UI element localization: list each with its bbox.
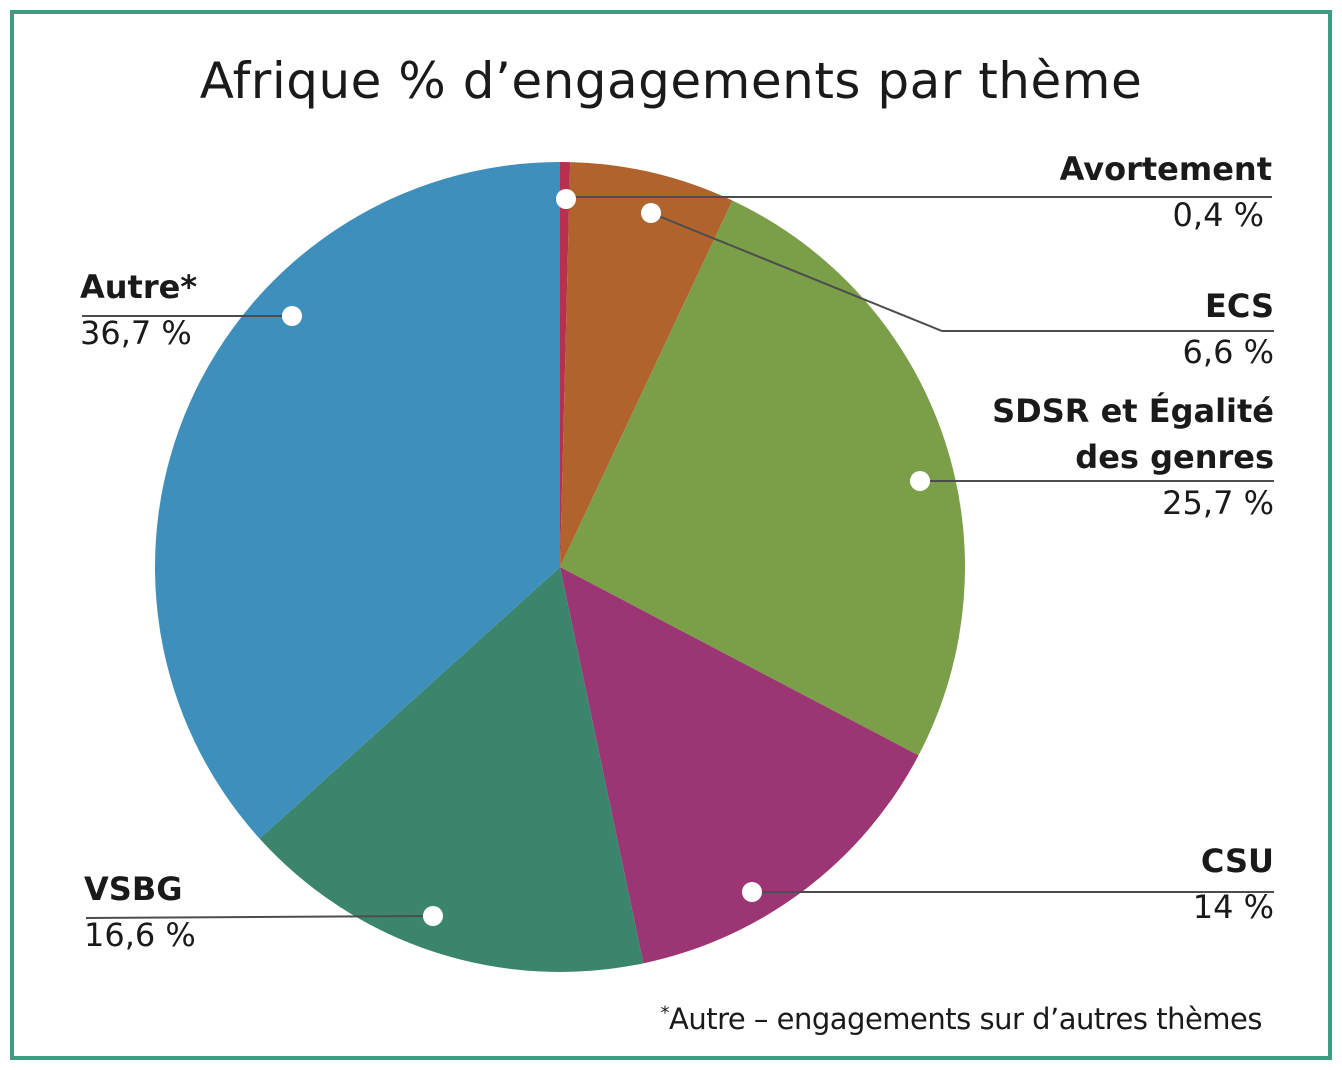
slice-name: VSBG [84, 866, 196, 912]
label-sdsr: SDSR et Égalité des genres 25,7 % [974, 388, 1274, 526]
slice-marker-1 [641, 203, 661, 223]
slice-name: Avortement [1060, 146, 1272, 192]
slice-marker-5 [282, 306, 302, 326]
slice-name: SDSR et Égalité des genres [974, 388, 1274, 480]
label-avortement: Avortement 0,4 % [1060, 146, 1272, 238]
slice-value: 0,4 % [1060, 192, 1264, 238]
slice-name: ECS [1183, 283, 1274, 329]
label-csu: CSU 14 % [1193, 838, 1274, 930]
slice-marker-2 [910, 471, 930, 491]
footnote-marker: * [661, 1002, 670, 1023]
slice-value: 6,6 % [1183, 329, 1274, 375]
pie-slices [155, 162, 965, 972]
slice-name: Autre* [80, 264, 197, 310]
slice-marker-4 [423, 906, 443, 926]
label-autre: Autre* 36,7 % [80, 264, 197, 356]
slice-value: 25,7 % [974, 480, 1274, 526]
slice-marker-0 [556, 189, 576, 209]
slice-name: CSU [1193, 838, 1274, 884]
label-vsbg: VSBG 16,6 % [84, 866, 196, 958]
label-ecs: ECS 6,6 % [1183, 283, 1274, 375]
slice-value: 16,6 % [84, 912, 196, 958]
slice-marker-3 [742, 882, 762, 902]
footnote: *Autre – engagements sur d’autres thèmes [661, 1002, 1263, 1036]
footnote-text: Autre – engagements sur d’autres thèmes [669, 1002, 1262, 1036]
slice-value: 14 % [1193, 884, 1274, 930]
slice-value: 36,7 % [80, 310, 197, 356]
